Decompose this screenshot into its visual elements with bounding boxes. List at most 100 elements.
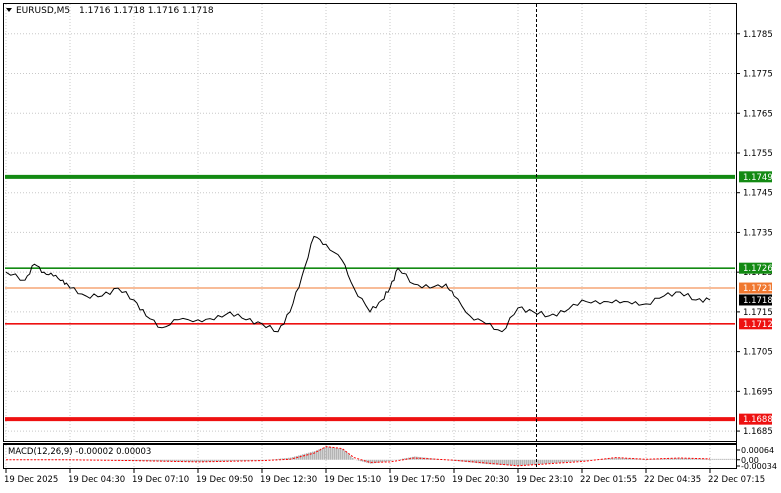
macd-bar: [530, 460, 532, 465]
macd-bar: [338, 448, 340, 460]
macd-bar: [704, 459, 706, 460]
macd-bar: [332, 447, 334, 459]
macd-bar: [392, 460, 394, 461]
macd-bar: [634, 458, 636, 459]
macd-bar: [218, 460, 220, 462]
price-axis-label: 1.1705: [743, 348, 773, 358]
price-axis-label: 1.1745: [743, 189, 773, 199]
macd-bar: [162, 460, 164, 462]
macd-bar: [148, 460, 150, 461]
macd-bar: [304, 454, 306, 460]
time-axis-label: 19 Dec 04:30: [68, 475, 125, 485]
macd-bar: [662, 459, 664, 460]
macd-bar: [330, 447, 332, 460]
macd-bar: [522, 460, 524, 466]
macd-bar: [324, 447, 326, 460]
macd-bar: [204, 460, 206, 462]
macd-bar: [484, 460, 486, 464]
level-tag-label: 1.1712: [743, 320, 773, 330]
macd-bar: [404, 458, 406, 459]
macd-bar: [582, 460, 584, 461]
macd-bar: [556, 460, 558, 463]
macd-bar: [728, 459, 730, 460]
macd-bar: [312, 452, 314, 460]
macd-bar: [348, 454, 350, 459]
macd-bar: [520, 460, 522, 466]
macd-bar: [554, 460, 556, 463]
macd-bar: [342, 449, 344, 460]
macd-bar: [730, 459, 732, 460]
macd-bar: [562, 460, 564, 463]
macd-bar: [310, 452, 312, 460]
macd-bar: [134, 460, 136, 461]
level-tag-label: 1.1726: [743, 264, 773, 274]
macd-bar: [384, 460, 386, 462]
time-axis-label: 19 Dec 17:50: [388, 475, 445, 485]
time-axis-label: 22 Dec 01:55: [580, 475, 637, 485]
macd-bar: [560, 460, 562, 463]
macd-bar: [306, 453, 308, 460]
price-axis-label: 1.1775: [743, 70, 773, 80]
macd-axis-label: -0.00034: [741, 462, 777, 471]
macd-bar: [302, 454, 304, 459]
macd-bar: [558, 460, 560, 463]
macd-axis-label: 0.00064: [741, 446, 774, 455]
macd-bar: [334, 448, 336, 460]
macd-bar: [388, 460, 390, 461]
price-axis-label: 1.1695: [743, 387, 773, 397]
macd-bar: [358, 460, 360, 461]
macd-title: MACD(12,26,9) -0.00002 0.00003: [8, 447, 151, 457]
macd-bar: [346, 453, 348, 460]
time-axis-label: 19 Dec 15:10: [324, 475, 381, 485]
macd-bar: [518, 460, 520, 466]
macd-bar: [512, 460, 514, 466]
macd-bar: [716, 459, 718, 460]
price-axis-label: 1.1735: [743, 228, 773, 238]
time-axis-label: 19 Dec 2025: [4, 475, 58, 485]
macd-bar: [260, 460, 262, 461]
macd-bar: [190, 460, 192, 462]
macd-bar: [498, 460, 500, 465]
macd-bar: [720, 459, 722, 460]
macd-bar: [308, 453, 310, 460]
macd-bar: [376, 460, 378, 463]
macd-bar: [620, 458, 622, 460]
time-axis-label: 19 Dec 07:10: [132, 475, 189, 485]
macd-bar: [714, 459, 716, 460]
macd-bar: [328, 447, 330, 460]
macd-bar: [318, 449, 320, 459]
time-axis-label: 22 Dec 07:15: [708, 475, 765, 485]
macd-bar: [722, 459, 724, 460]
time-axis-label: 19 Dec 12:30: [260, 475, 317, 485]
macd-bar: [340, 449, 342, 460]
macd-bar: [510, 460, 512, 466]
macd-bar: [352, 458, 354, 460]
macd-bar: [726, 459, 728, 460]
macd-bar: [516, 460, 518, 466]
macd-bar: [526, 460, 528, 465]
macd-bar: [534, 460, 536, 465]
macd-bar: [578, 460, 580, 461]
macd-bar: [322, 448, 324, 460]
macd-bar: [576, 460, 578, 462]
macd-bar: [648, 459, 650, 460]
macd-bar: [712, 459, 714, 460]
macd-bar: [176, 460, 178, 462]
price-axis-label: 1.1785: [743, 30, 773, 40]
macd-bar: [538, 460, 540, 465]
macd-bar: [580, 460, 582, 461]
macd-bar: [574, 460, 576, 462]
macd-bar: [288, 458, 290, 460]
macd-bar: [514, 460, 516, 466]
level-tag-label: 1.1749: [743, 173, 773, 183]
macd-bar: [366, 460, 368, 463]
macd-bar: [570, 460, 572, 462]
macd-bar: [546, 460, 548, 464]
macd-bar: [470, 460, 472, 463]
price-axis-label: 1.1715: [743, 308, 773, 318]
macd-bar: [568, 460, 570, 462]
macd-bar: [336, 448, 338, 460]
macd-bar: [344, 451, 346, 460]
